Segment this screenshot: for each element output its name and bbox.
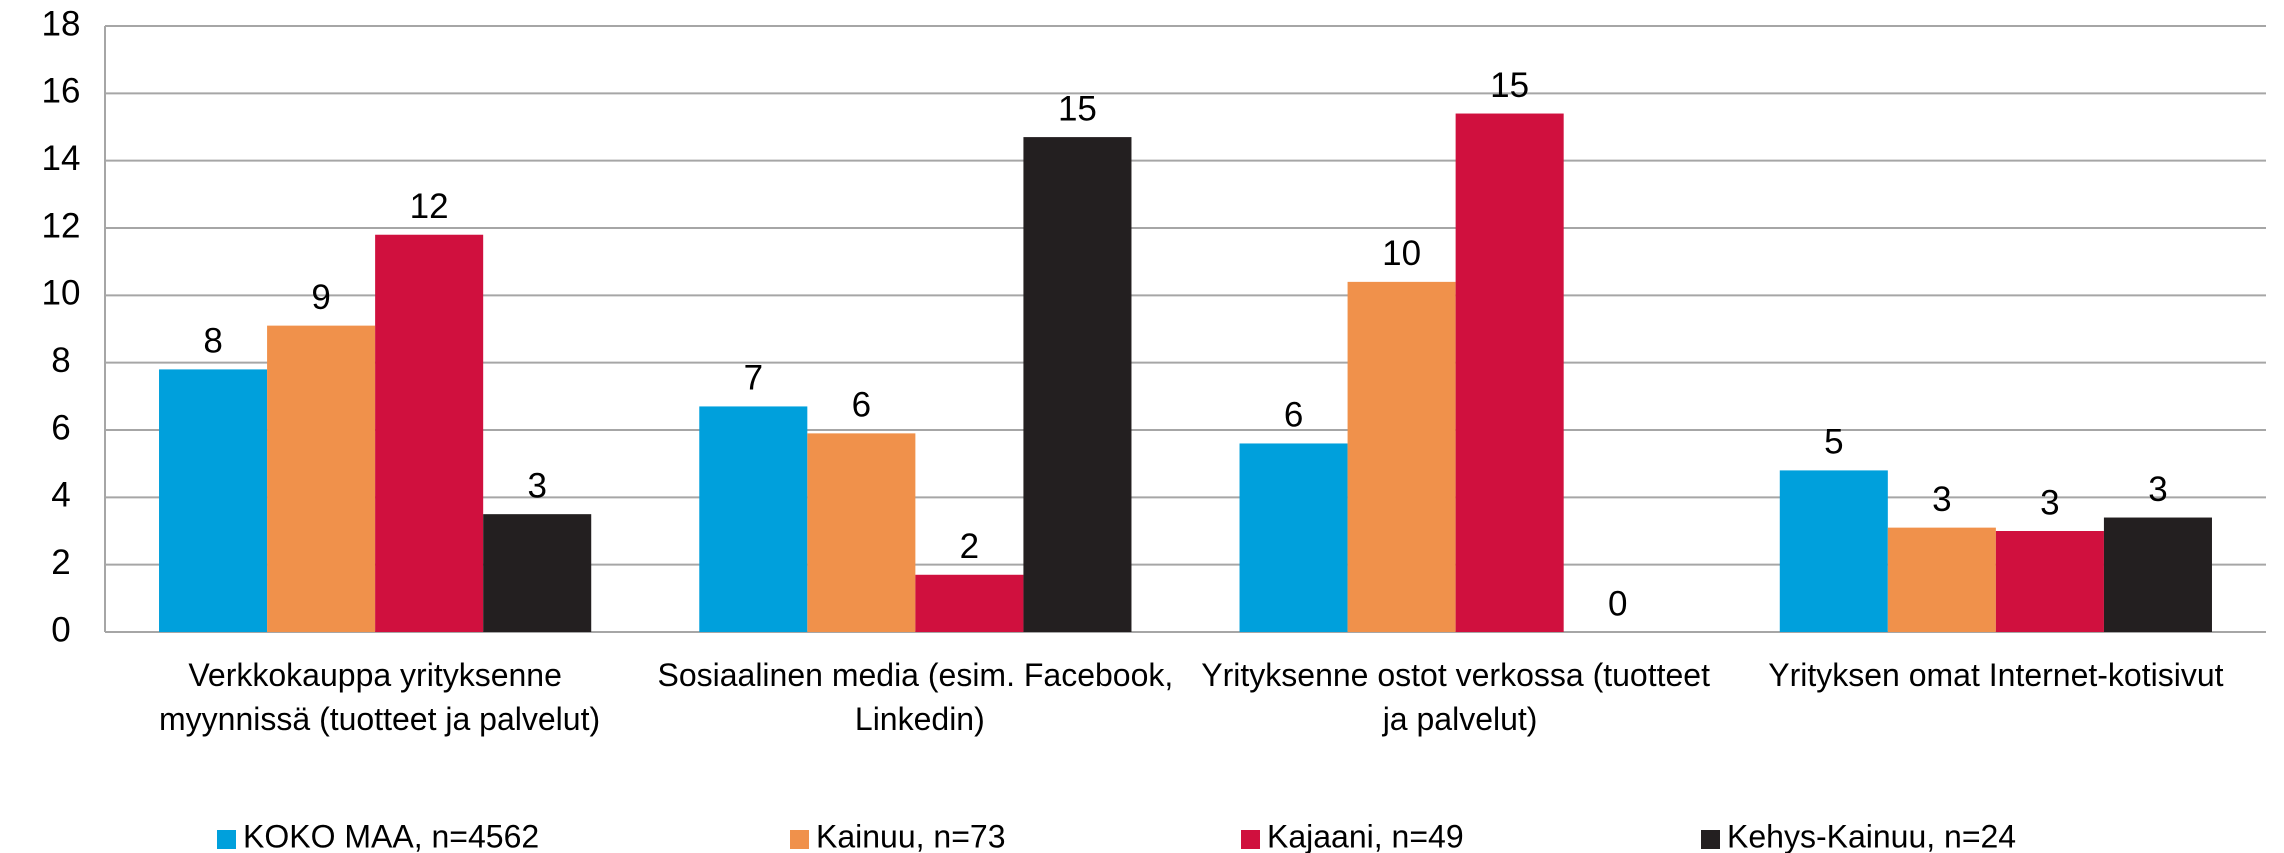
- y-tick-label: 0: [51, 610, 70, 649]
- legend-label: Kehys-Kainuu, n=24: [1727, 818, 2016, 853]
- value-label: 6: [1284, 396, 1303, 435]
- value-label: 3: [2040, 483, 2059, 522]
- bar: [1887, 527, 1996, 632]
- value-label: 2: [960, 527, 979, 566]
- bar: [1779, 470, 1888, 632]
- bar: [2103, 517, 2212, 632]
- y-tick-label: 10: [42, 274, 81, 313]
- y-tick-label: 6: [51, 408, 70, 447]
- value-label: 12: [410, 187, 449, 226]
- value-label: 6: [852, 386, 871, 425]
- value-label: 3: [2148, 470, 2167, 509]
- y-tick-label: 4: [51, 476, 70, 515]
- x-tick-label: Yrityksen omat Internet-kotisivut: [1768, 657, 2223, 693]
- bar: [1239, 443, 1348, 632]
- value-label: 3: [527, 466, 546, 505]
- bar: [159, 369, 268, 632]
- legend-label: KOKO MAA, n=4562: [243, 818, 539, 853]
- y-tick-label: 18: [42, 4, 81, 43]
- x-tick-label: Sosiaalinen media (esim. Facebook, Linke…: [657, 657, 1173, 737]
- y-tick-label: 2: [51, 543, 70, 582]
- bar: [1995, 531, 2104, 632]
- bar: [699, 406, 808, 632]
- legend-swatch: [1241, 830, 1260, 849]
- bar: [1455, 113, 1564, 633]
- bar: [807, 433, 916, 632]
- legend-label: Kajaani, n=49: [1267, 818, 1464, 853]
- legend-swatch: [217, 830, 236, 849]
- value-label: 0: [1608, 584, 1627, 623]
- y-tick-label: 12: [42, 206, 81, 245]
- bar: [1347, 281, 1456, 632]
- value-label: 15: [1058, 89, 1097, 128]
- x-tick-label: Verkkokauppa yrityksenne myynnissä (tuot…: [150, 657, 600, 737]
- y-tick-label: 16: [42, 72, 81, 111]
- bar: [915, 574, 1024, 632]
- value-label: 15: [1490, 66, 1529, 105]
- value-label: 7: [744, 359, 763, 398]
- y-tick-label: 8: [51, 341, 70, 380]
- value-label: 3: [1932, 480, 1951, 519]
- bar: [1023, 137, 1132, 632]
- bar: [483, 514, 592, 632]
- bar: [267, 325, 376, 632]
- value-label: 9: [311, 278, 330, 317]
- value-label: 5: [1824, 423, 1843, 462]
- y-tick-label: 14: [42, 139, 81, 178]
- legend-label: Kainuu, n=73: [816, 818, 1006, 853]
- bar: [375, 234, 484, 632]
- value-label: 8: [203, 322, 222, 361]
- x-tick-label: Yrityksenne ostot verkossa (tuotteet ja …: [1201, 657, 1710, 737]
- legend-swatch: [1701, 830, 1720, 849]
- value-label: 10: [1382, 234, 1421, 273]
- legend-swatch: [790, 830, 809, 849]
